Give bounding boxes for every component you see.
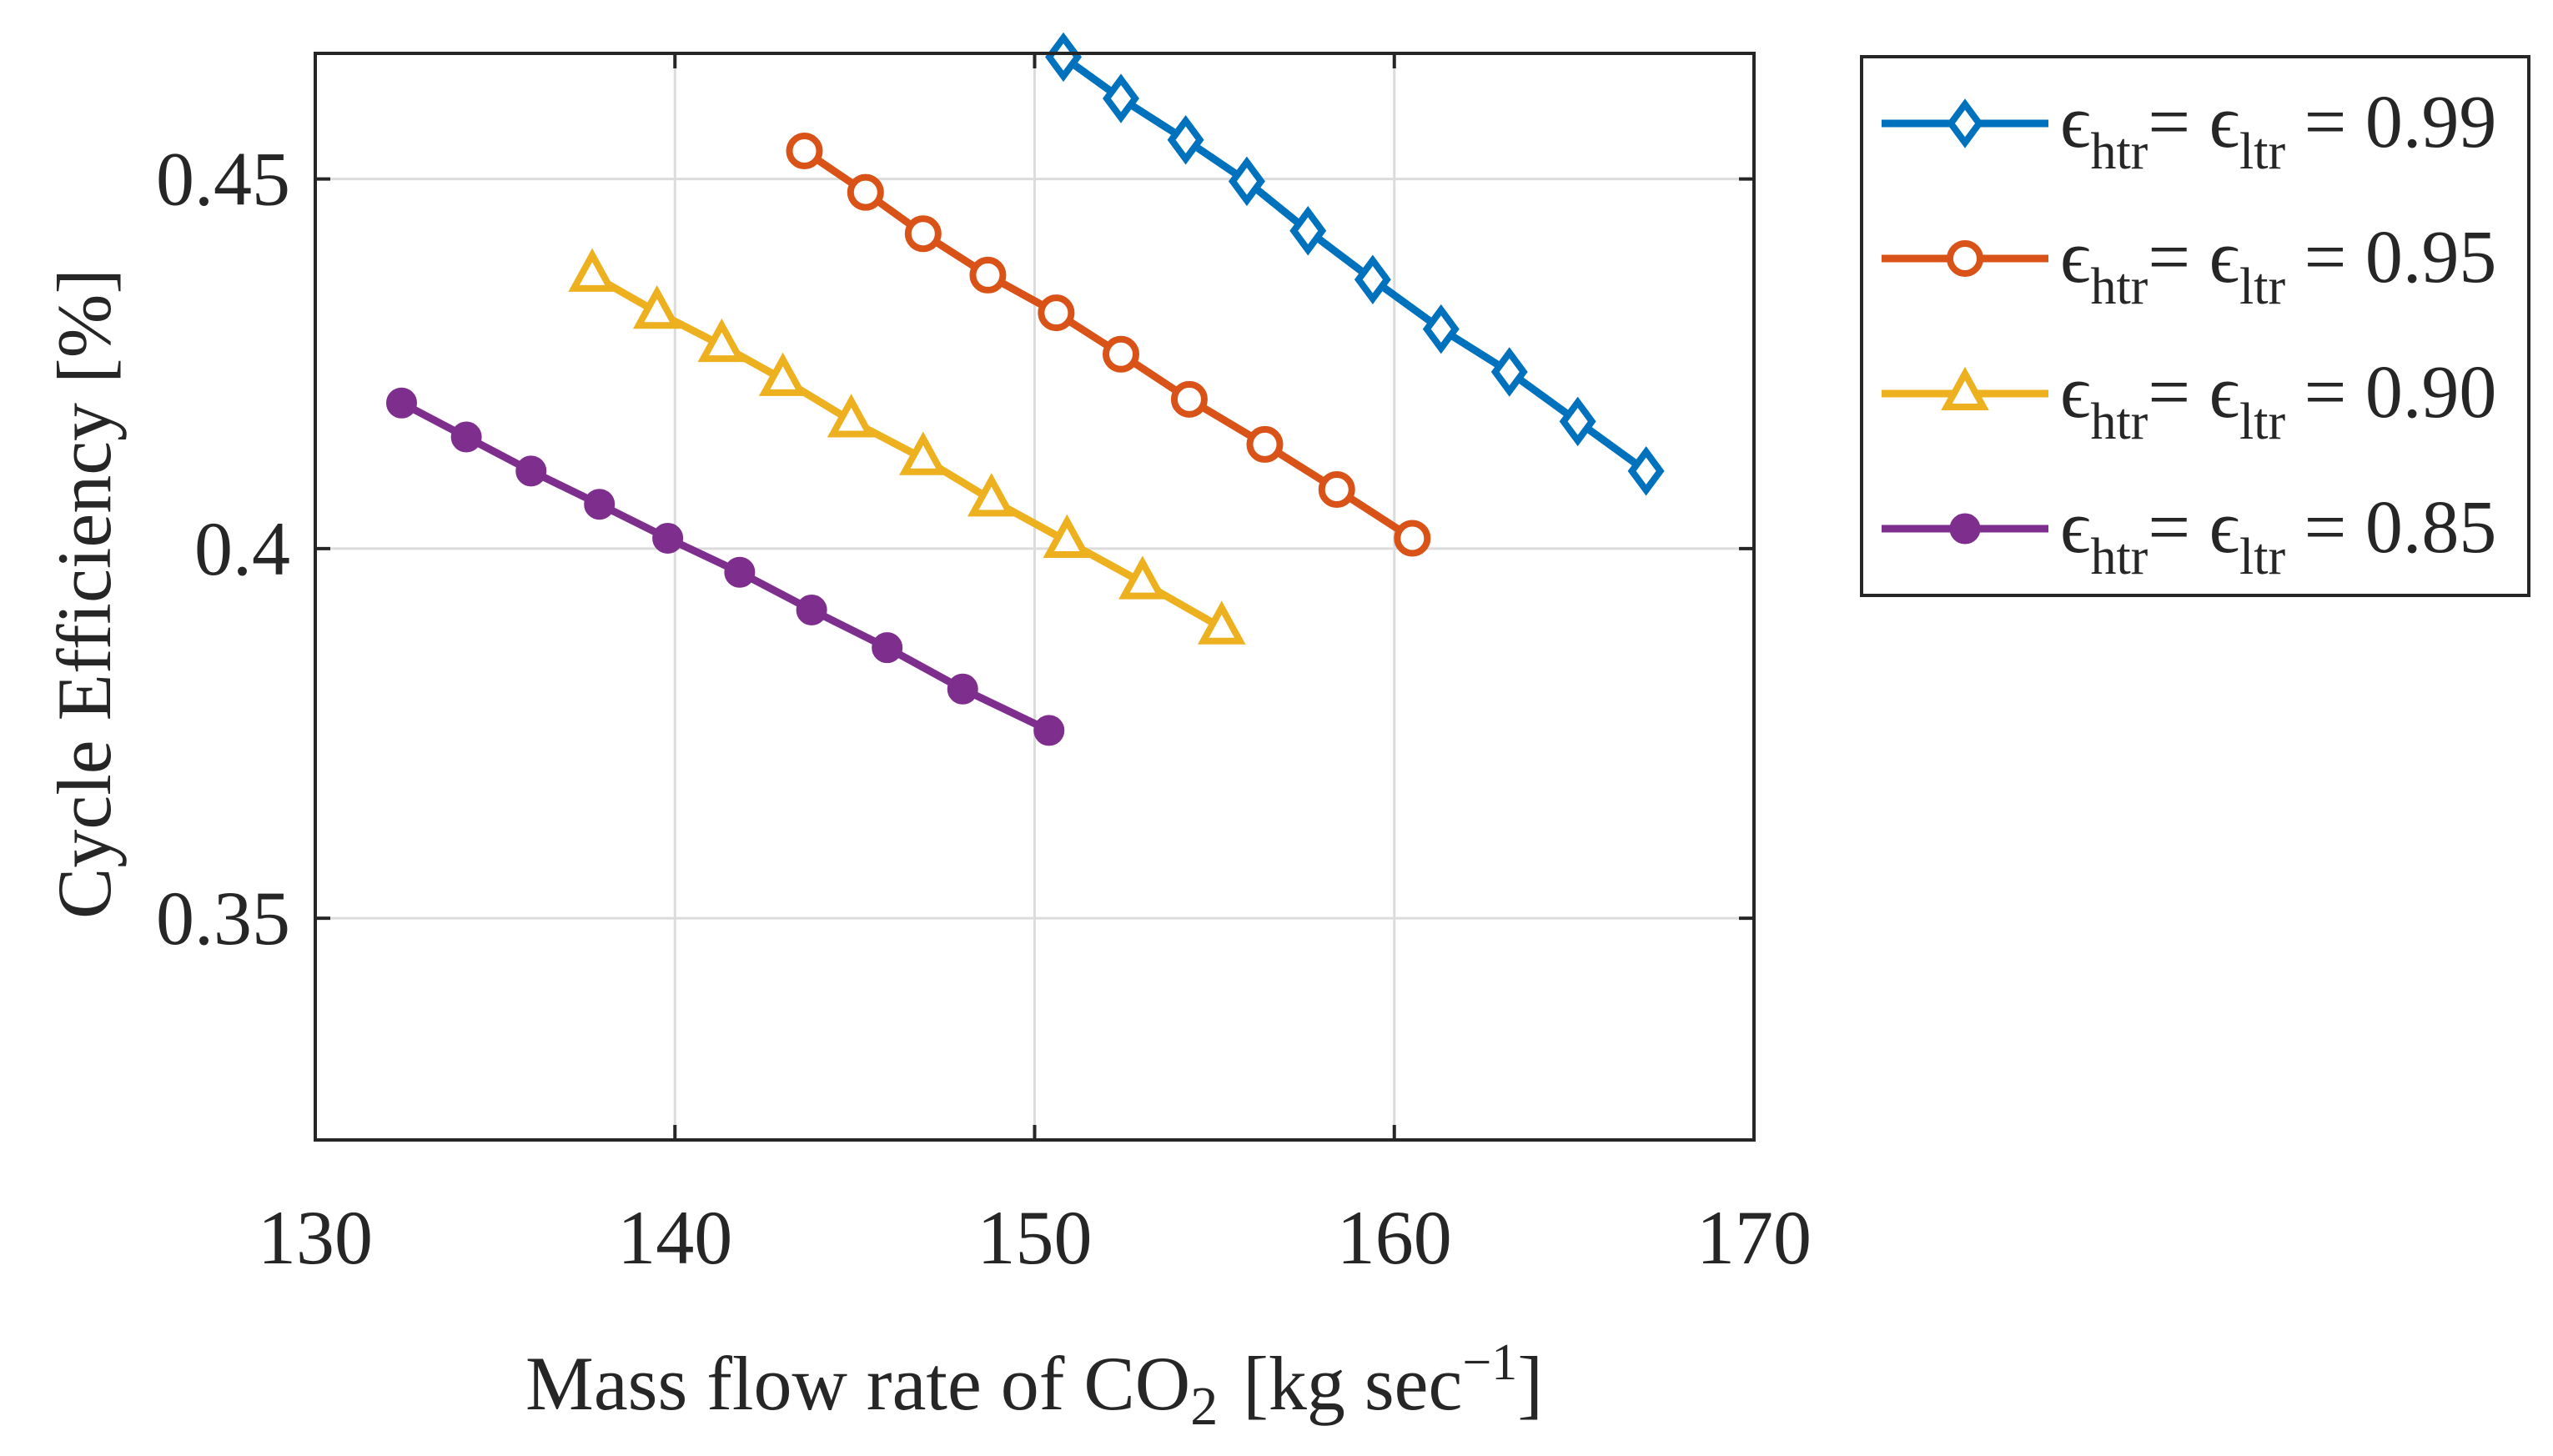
data-point-marker bbox=[847, 173, 884, 211]
data-point-marker bbox=[1118, 555, 1167, 600]
legend-marker bbox=[1947, 240, 1983, 277]
data-point-marker bbox=[786, 133, 823, 170]
data-point-marker bbox=[1289, 206, 1327, 256]
x-tick-label: 140 bbox=[617, 1195, 732, 1280]
data-point-marker bbox=[947, 673, 978, 705]
legend-label: ϵhtr= ϵltr = 0.99 bbox=[2060, 81, 2496, 180]
y-tick-labels: 0.35 0.4 0.45 bbox=[156, 137, 290, 961]
data-point-marker bbox=[584, 489, 616, 520]
series-line bbox=[802, 148, 1415, 542]
legend: ϵhtr= ϵltr = 0.99 ϵhtr= ϵltr = 0.95 ϵhtr= … bbox=[1860, 55, 2530, 597]
data-point-marker bbox=[724, 556, 756, 588]
data-point-marker bbox=[899, 431, 947, 475]
data-point-marker bbox=[1228, 156, 1265, 207]
series-line bbox=[400, 399, 1051, 734]
legend-entry: ϵhtr= ϵltr = 0.95 bbox=[1882, 216, 2496, 315]
data-point-marker bbox=[1167, 114, 1204, 165]
data-point-marker bbox=[1043, 514, 1092, 559]
data-point-marker bbox=[697, 318, 746, 363]
data-point-marker bbox=[568, 248, 616, 292]
y-tick-label: 0.35 bbox=[156, 876, 290, 961]
data-point-marker bbox=[1394, 520, 1431, 557]
data-point-marker bbox=[1033, 715, 1065, 746]
series-line bbox=[590, 272, 1224, 631]
data-point-marker bbox=[904, 215, 942, 253]
data-point-marker bbox=[1103, 73, 1139, 123]
legend-marker bbox=[1941, 366, 1989, 410]
data-point-marker bbox=[796, 594, 827, 625]
legend-marker bbox=[1947, 98, 1983, 148]
series-layer bbox=[386, 32, 1665, 746]
data-point-marker bbox=[515, 455, 547, 487]
data-point-marker bbox=[967, 473, 1016, 517]
series-0.85 bbox=[386, 387, 1065, 746]
data-point-marker bbox=[652, 522, 684, 554]
data-point-marker bbox=[1246, 425, 1284, 463]
data-point-marker bbox=[1045, 32, 1082, 83]
x-tick-label: 130 bbox=[258, 1195, 373, 1280]
legend-label: ϵhtr= ϵltr = 0.95 bbox=[2060, 216, 2496, 315]
legend-label: ϵhtr= ϵltr = 0.85 bbox=[2060, 486, 2496, 585]
x-tick-label: 170 bbox=[1696, 1195, 1812, 1280]
x-axis-label: Mass flow rate of CO2 [kg sec−1] bbox=[525, 1334, 1543, 1437]
grid-lines bbox=[315, 53, 1754, 1140]
data-point-marker bbox=[872, 632, 903, 664]
data-point-marker bbox=[1559, 396, 1596, 447]
x-tick-labels: 130 140 150 160 170 bbox=[258, 1195, 1812, 1280]
data-point-marker bbox=[969, 256, 1007, 294]
data-point-marker bbox=[1490, 347, 1528, 397]
series-0.99 bbox=[1045, 32, 1665, 496]
data-point-marker bbox=[1103, 335, 1139, 373]
y-tick-label: 0.4 bbox=[194, 506, 290, 591]
data-point-marker bbox=[1422, 304, 1460, 354]
series-line bbox=[1061, 53, 1649, 474]
data-point-marker bbox=[1170, 380, 1208, 418]
data-point-marker bbox=[1038, 294, 1075, 332]
legend-label: ϵhtr= ϵltr = 0.90 bbox=[2060, 351, 2496, 450]
series-0.95 bbox=[786, 133, 1431, 557]
tick-marks bbox=[314, 53, 1756, 1140]
series-0.90 bbox=[568, 248, 1246, 645]
legend-entry: ϵhtr= ϵltr = 0.90 bbox=[1882, 351, 2496, 450]
data-point-marker bbox=[1197, 600, 1246, 645]
data-point-marker bbox=[1627, 446, 1665, 496]
legend-box bbox=[1860, 55, 2530, 597]
x-tick-label: 160 bbox=[1337, 1195, 1452, 1280]
legend-entry: ϵhtr= ϵltr = 0.99 bbox=[1882, 81, 2496, 180]
y-tick-label: 0.45 bbox=[156, 137, 290, 222]
data-point-marker bbox=[632, 284, 681, 329]
data-point-marker bbox=[1318, 470, 1355, 508]
y-axis-label: Cycle Efficiency [%] bbox=[42, 269, 127, 919]
legend-entry: ϵhtr= ϵltr = 0.85 bbox=[1882, 486, 2496, 585]
data-point-marker bbox=[1354, 254, 1391, 304]
data-point-marker bbox=[827, 394, 876, 438]
data-point-marker bbox=[450, 421, 482, 453]
data-point-marker bbox=[758, 352, 807, 396]
x-tick-label: 150 bbox=[977, 1195, 1093, 1280]
legend-marker bbox=[1949, 513, 1981, 545]
data-point-marker bbox=[386, 387, 417, 419]
